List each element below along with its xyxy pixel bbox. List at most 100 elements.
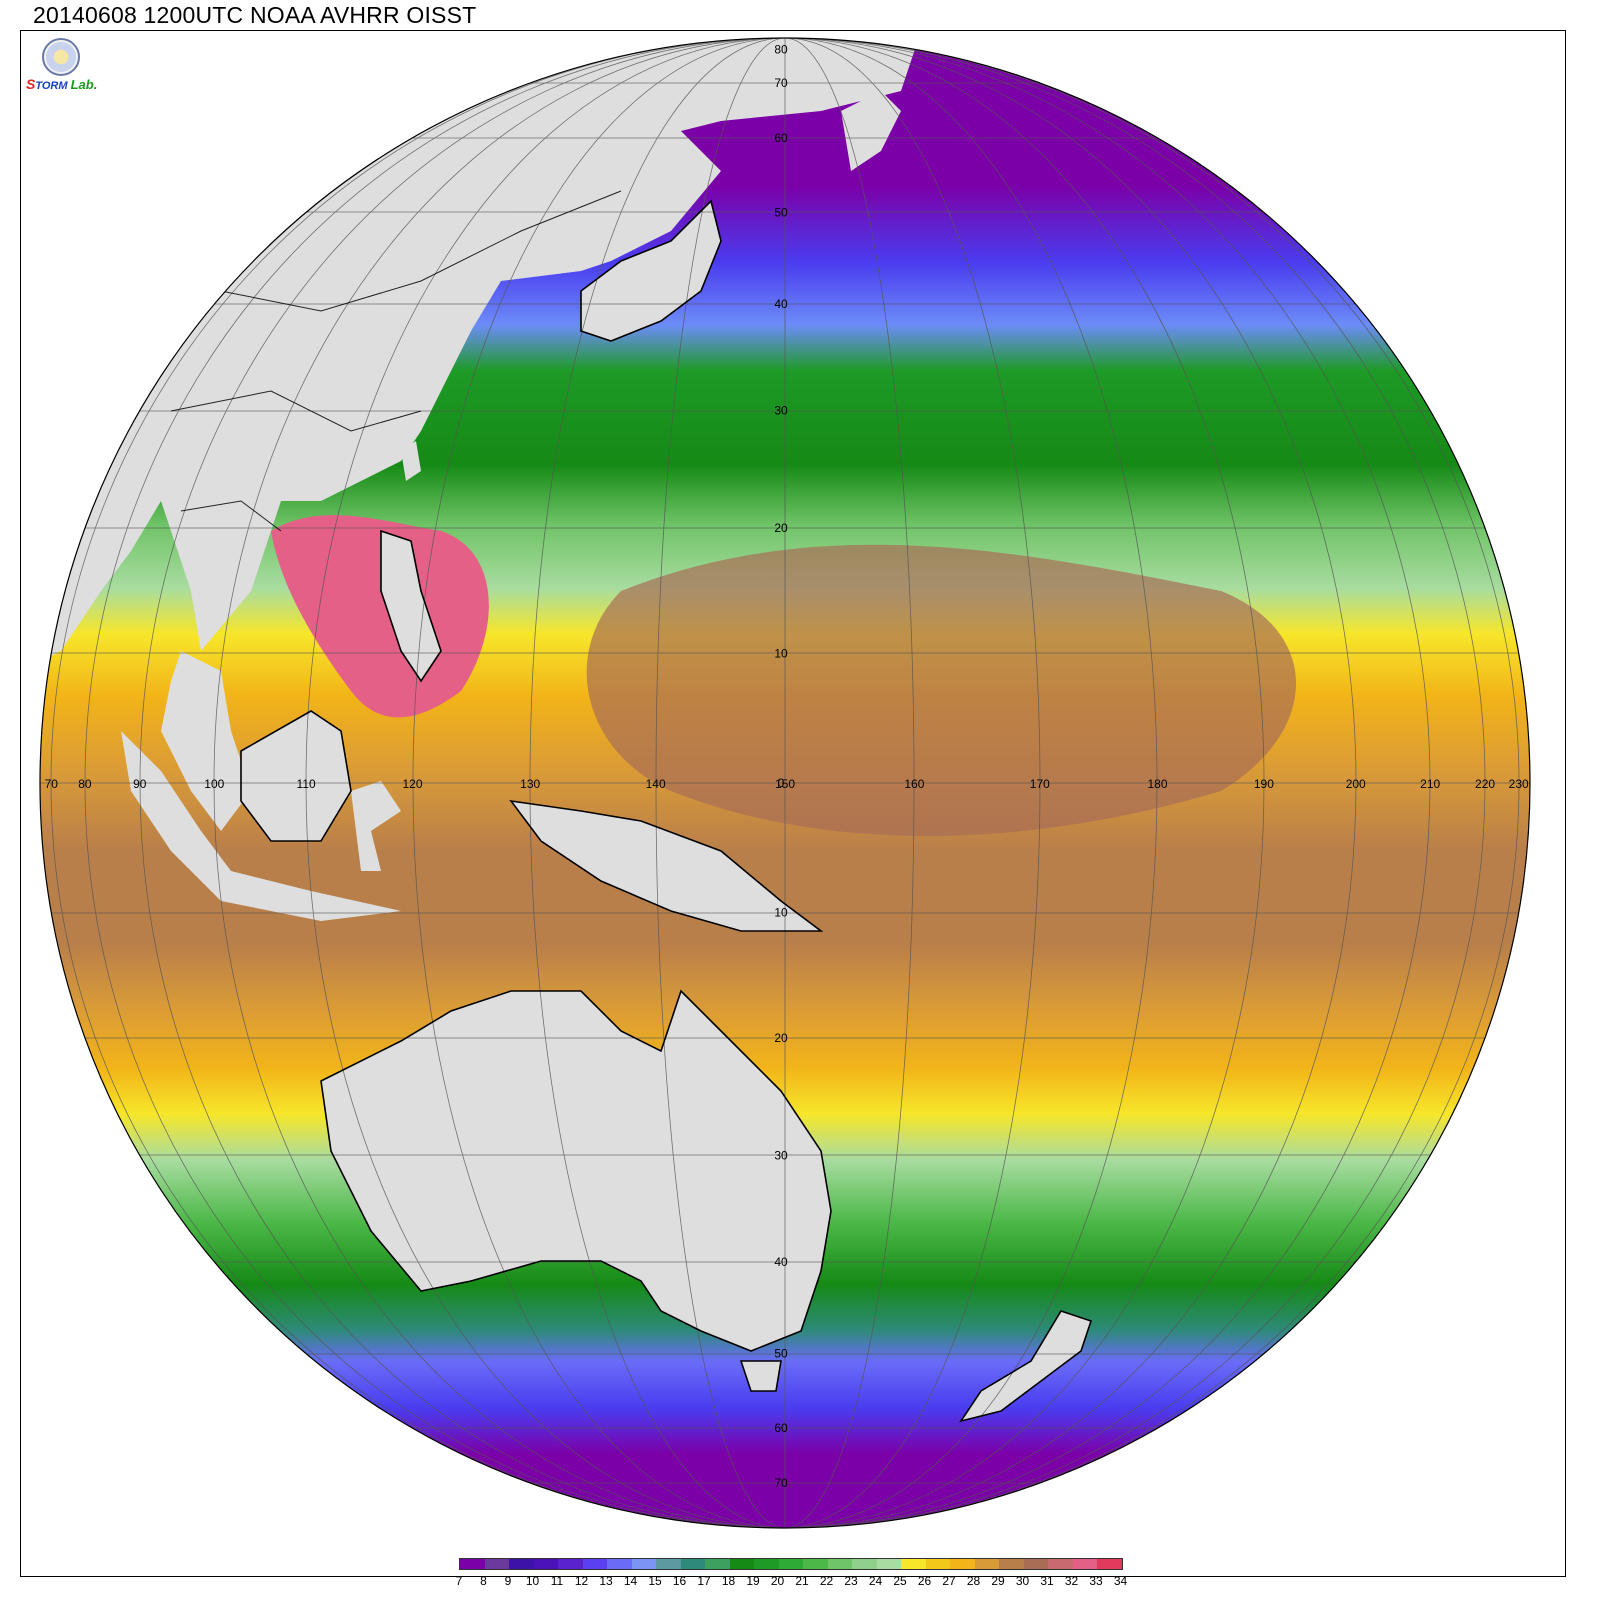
- colorbar-swatch: [999, 1559, 1024, 1569]
- longitude-label: 190: [1254, 777, 1274, 791]
- colorbar-swatch: [680, 1559, 705, 1569]
- colorbar-tick-label: 8: [480, 1574, 487, 1588]
- colorbar-swatch: [656, 1559, 681, 1569]
- colorbar-swatch: [1097, 1559, 1122, 1569]
- latitude-label: 40: [774, 1255, 788, 1269]
- colorbar-tick-label: 27: [942, 1574, 956, 1588]
- colorbar-swatch: [1023, 1559, 1048, 1569]
- colorbar-swatch: [852, 1559, 877, 1569]
- colorbar-swatch: [974, 1559, 999, 1569]
- longitude-label: 230: [1509, 777, 1529, 791]
- colorbar-tick-label: 31: [1040, 1574, 1054, 1588]
- graticule: [40, 38, 1530, 1528]
- latitude-label: 60: [774, 131, 788, 145]
- land-australia: [321, 991, 831, 1351]
- longitude-label: 70: [45, 777, 59, 791]
- longitude-labels: 70 80 90 100 110 120 130 140 150 160 170 180 190 200 2…: [45, 777, 1529, 791]
- land-taiwan: [401, 441, 421, 481]
- colorbar-tick-label: 14: [623, 1574, 638, 1588]
- colorbar-swatch: [925, 1559, 950, 1569]
- land-indochina: [161, 651, 251, 831]
- longitude-label: 150: [775, 777, 795, 791]
- land-sulawesi: [351, 781, 401, 871]
- colorbar-tick-label: 33: [1089, 1574, 1103, 1588]
- globe-map: 70 80 90 100 110 120 130 140 150 160 170 180 190 200 2…: [21, 37, 1567, 1578]
- longitude-label: 140: [646, 777, 666, 791]
- latitude-label: 70: [774, 1476, 788, 1490]
- latitude-label: 10: [774, 905, 788, 919]
- colorbar-swatch: [754, 1559, 779, 1569]
- colorbar-tick-label: 32: [1064, 1574, 1079, 1588]
- colorbar-tick-label: 10: [525, 1574, 540, 1588]
- colorbar-tick-label: 34: [1113, 1574, 1128, 1588]
- latitude-label: 70: [774, 76, 788, 90]
- colorbar-swatch: [778, 1559, 803, 1569]
- longitude-label: 100: [204, 777, 224, 791]
- colorbar-tick-label: 17: [697, 1574, 711, 1588]
- colorbar-swatch: [509, 1559, 534, 1569]
- colorbar-tick-label: 16: [672, 1574, 687, 1588]
- colorbar-swatch: [705, 1559, 730, 1569]
- latitude-label: 20: [774, 521, 788, 535]
- globe-outline: [39, 37, 1531, 1529]
- colorbar-tick-label: 12: [574, 1574, 589, 1588]
- colorbar-swatch: [901, 1559, 926, 1569]
- colorbar-tick-label: 15: [648, 1574, 662, 1588]
- latitude-label: 20: [774, 1031, 788, 1045]
- longitude-label: 210: [1420, 777, 1440, 791]
- colorbar-tick-label: 22: [819, 1574, 834, 1588]
- latitude-label: 80: [774, 42, 788, 56]
- colorbar-swatch: [1072, 1559, 1097, 1569]
- latitude-label: 50: [774, 1347, 788, 1361]
- colorbar-swatch: [827, 1559, 852, 1569]
- land-japan: [581, 201, 721, 341]
- logo-seal-icon: [42, 38, 80, 76]
- map-title: 20140608 1200UTC NOAA AVHRR OISST: [33, 2, 477, 28]
- colorbar-swatch: [950, 1559, 975, 1569]
- colorbar-tick-label: 20: [770, 1574, 785, 1588]
- colorbar-swatch: [460, 1559, 485, 1569]
- colorbar: [459, 1558, 1123, 1570]
- colorbar-tick-label: 24: [868, 1574, 883, 1588]
- colorbar-swatch: [607, 1559, 632, 1569]
- colorbar-tick-label: 30: [1015, 1574, 1030, 1588]
- latitude-label: 60: [774, 1421, 788, 1435]
- land-new-zealand: [961, 1311, 1091, 1421]
- severe-storm-lab-logo: STORM Lab.: [26, 38, 106, 98]
- colorbar-tick-label: 19: [746, 1574, 760, 1588]
- latitude-label: 30: [774, 1149, 788, 1163]
- colorbar-tick-label: 23: [844, 1574, 858, 1588]
- colorbar-swatch: [582, 1559, 607, 1569]
- colorbar-swatch: [484, 1559, 509, 1569]
- longitude-label: 90: [133, 777, 147, 791]
- latitude-label: 0: [778, 776, 785, 790]
- colorbar-tick-label: 9: [504, 1574, 512, 1588]
- land-antarctica: [21, 1531, 1567, 1578]
- colorbar-swatch: [558, 1559, 583, 1569]
- colorbar-tick-label: 28: [966, 1574, 981, 1588]
- map-frame: 70 80 90 100 110 120 130 140 150 160 170 180 190 200 2…: [20, 30, 1566, 1577]
- colorbar-swatch: [803, 1559, 828, 1569]
- latitude-label: 30: [774, 404, 788, 418]
- warm-pool-patch: [271, 515, 489, 718]
- longitude-label: 180: [1147, 777, 1167, 791]
- coastlines: [240, 199, 1093, 1423]
- latitude-label: 50: [774, 205, 788, 219]
- land-new-guinea: [511, 801, 821, 931]
- latitude-labels: 80 70 60 50 40 30 20 10 0 10 20 30 40 50 60 70: [774, 42, 788, 1490]
- colorbar-tick-label: 18: [721, 1574, 736, 1588]
- colorbar-swatch: [1048, 1559, 1073, 1569]
- longitude-label: 130: [520, 777, 540, 791]
- colorbar-tick-label: 26: [917, 1574, 932, 1588]
- colorbar-tick-label: 7: [455, 1574, 463, 1588]
- warm-brown-patch: [586, 544, 1296, 836]
- longitude-label: 170: [1030, 777, 1050, 791]
- land-borneo: [241, 711, 351, 841]
- colorbar-swatch: [533, 1559, 558, 1569]
- colorbar-tick-label: 29: [991, 1574, 1005, 1588]
- logo-text: STORM Lab.: [26, 76, 98, 92]
- longitude-label: 160: [904, 777, 924, 791]
- land-sumatra-java: [121, 731, 401, 921]
- latitude-label: 40: [774, 297, 788, 311]
- colorbar-tick-label: 21: [795, 1574, 809, 1588]
